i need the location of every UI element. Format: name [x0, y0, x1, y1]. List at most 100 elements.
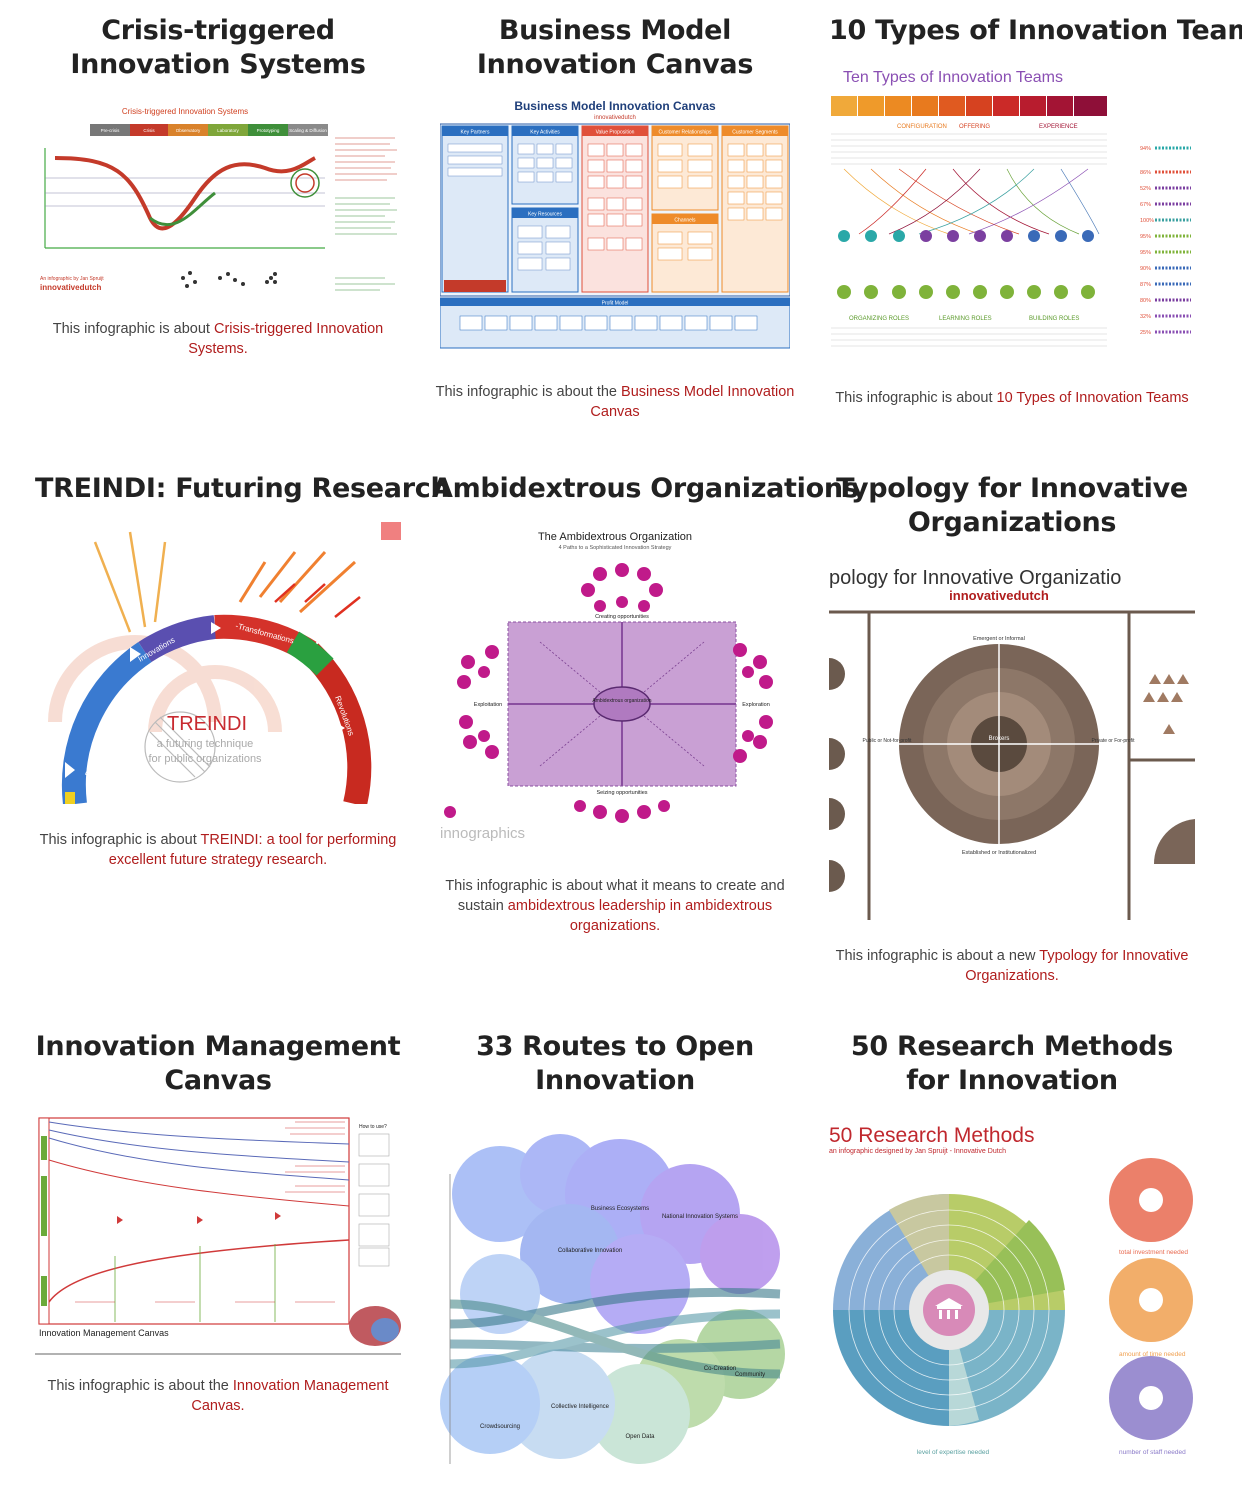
infographic-thumbnail[interactable]: pology for Innovative Organizatio innova…	[829, 564, 1195, 920]
caption-link[interactable]: Typology for Innovative Organizations.	[965, 948, 1189, 984]
svg-text:level of expertise needed: level of expertise needed	[917, 1449, 990, 1456]
svg-text:Key Partners: Key Partners	[461, 130, 490, 136]
infographic-thumbnail[interactable]: Business Ecosystems National Innovation …	[440, 1114, 790, 1474]
svg-text:95%: 95%	[1140, 250, 1151, 256]
svg-text:Seizing opportunities: Seizing opportunities	[596, 790, 647, 796]
infographic-thumbnail[interactable]: The Ambidextrous Organization 4 Paths to…	[440, 522, 790, 842]
thumb-heading: Business Model Innovation Canvas	[514, 99, 716, 113]
thumb-heading: Crisis-triggered Innovation Systems	[122, 107, 248, 116]
infographic-card-business-model: Business Model Innovation Canvas Busines…	[432, 14, 798, 434]
card-caption: This infographic is about 10 Types of In…	[835, 390, 1189, 406]
infographic-card-treindi: TREINDI: Futuring Research	[35, 472, 450, 872]
svg-text:EXPERIENCE: EXPERIENCE	[1039, 124, 1078, 130]
svg-text:Private or For-profit: Private or For-profit	[1091, 738, 1135, 744]
svg-text:Value Proposition: Value Proposition	[596, 130, 635, 136]
svg-text:67%: 67%	[1140, 202, 1151, 208]
svg-text:Emergent or Informal: Emergent or Informal	[973, 636, 1025, 642]
svg-text:an infographic designed by Jan: an infographic designed by Jan Spruijt -…	[829, 1148, 1006, 1155]
svg-text:Observatory: Observatory	[176, 128, 201, 133]
card-title[interactable]: Ambidextrous Organizations	[432, 473, 859, 504]
card-title[interactable]: TREINDI: Futuring Research	[35, 473, 450, 504]
svg-text:94%: 94%	[1140, 146, 1151, 152]
card-caption: This infographic is about Crisis-trigger…	[52, 321, 384, 357]
infographic-thumbnail[interactable]: 50 Research Methods an infographic desig…	[829, 1120, 1195, 1460]
svg-text:a futuring technique: a futuring technique	[157, 738, 254, 750]
svg-text:BUILDING ROLES: BUILDING ROLES	[1029, 316, 1079, 322]
svg-text:Key Resources: Key Resources	[528, 212, 562, 218]
infographic-card-crisis: Crisis-triggered Innovation Systems Cris…	[35, 14, 401, 364]
caption-link[interactable]: TREINDI: a tool for performing excellent…	[108, 832, 397, 868]
card-title[interactable]: 33 Routes to Open Innovation	[476, 1031, 754, 1096]
thumb-brand: innovativedutch	[594, 115, 636, 121]
thumb-heading: Ten Types of Innovation Teams	[843, 69, 1063, 86]
svg-text:Collective Intelligence: Collective Intelligence	[551, 1404, 610, 1410]
card-caption: This infographic is about what it means …	[445, 878, 785, 934]
svg-text:90%: 90%	[1140, 266, 1151, 272]
svg-text:How to use?: How to use?	[359, 1124, 387, 1130]
svg-text:Open Data: Open Data	[625, 1434, 655, 1440]
svg-text:total investment needed: total investment needed	[1119, 1249, 1188, 1256]
card-title[interactable]: 50 Research Methods for Innovation	[850, 1031, 1174, 1096]
infographic-thumbnail[interactable]: Business Model Innovation Canvas innovat…	[440, 98, 790, 354]
thumb-footer: Innovation Management Canvas	[39, 1328, 169, 1338]
card-caption: This infographic is about a new Typology…	[835, 948, 1189, 984]
svg-text:100%: 100%	[1140, 218, 1154, 224]
svg-text:95%: 95%	[1140, 234, 1151, 240]
svg-text:Exploitation: Exploitation	[474, 702, 502, 708]
thumb-heading: The Ambidextrous Organization	[538, 531, 692, 543]
thumb-brand: innographics	[440, 825, 525, 842]
svg-text:52%: 52%	[1140, 186, 1151, 192]
thumb-brand: innovativedutch	[949, 588, 1049, 603]
caption-link[interactable]: Business Model Innovation Canvas	[590, 384, 795, 420]
caption-link[interactable]: Crisis-triggered Innovation Systems.	[188, 321, 384, 357]
caption-link[interactable]: ambidextrous leadership in ambidextrous …	[507, 898, 773, 934]
infographic-thumbnail[interactable]: Ten Types of Innovation Teams CONFIGURAT…	[829, 64, 1195, 356]
svg-text:Channels: Channels	[674, 218, 696, 224]
card-title[interactable]: Innovation Management Canvas	[35, 1031, 401, 1096]
svg-text:87%: 87%	[1140, 282, 1151, 288]
svg-text:National Innovation Systems: National Innovation Systems	[662, 1214, 738, 1220]
card-title[interactable]: 10 Types of Innovation Teams	[829, 15, 1242, 46]
infographic-card-ten-types: 10 Types of Innovation Teams Ten Types o…	[829, 14, 1242, 434]
svg-text:Creating opportunities: Creating opportunities	[595, 614, 649, 620]
card-caption: This infographic is about TREINDI: a too…	[39, 832, 397, 868]
svg-text:Key Activities: Key Activities	[530, 130, 560, 136]
card-title[interactable]: Crisis-triggered Innovation Systems	[70, 15, 366, 80]
svg-text:Public or Not-for-profit: Public or Not-for-profit	[863, 738, 913, 744]
svg-text:CONFIGURATION: CONFIGURATION	[897, 124, 947, 130]
thumb-brand: innovativedutch	[40, 283, 101, 292]
infographic-thumbnail[interactable]: How to use? Innovation Management Canvas	[35, 1116, 401, 1356]
svg-text:4 Paths to a Sophisticated Inn: 4 Paths to a Sophisticated Innovation St…	[559, 545, 672, 551]
caption-link[interactable]: Innovation Management Canvas.	[191, 1378, 389, 1414]
infographic-card-ambidextrous: Ambidextrous Organizations The Ambidextr…	[432, 472, 859, 942]
svg-text:number of staff needed: number of staff needed	[1119, 1449, 1186, 1456]
infographic-card-typology: Typology for Innovative Organizations po…	[829, 472, 1195, 992]
svg-text:Established or Institutionaliz: Established or Institutionalized	[962, 850, 1036, 856]
svg-text:Scaling & Diffusion: Scaling & Diffusion	[289, 128, 327, 133]
svg-text:Exploration: Exploration	[742, 702, 770, 708]
header-bars	[831, 96, 1107, 116]
caption-link[interactable]: 10 Types of Innovation Teams	[996, 390, 1189, 406]
svg-text:OFFERING: OFFERING	[959, 124, 990, 130]
svg-text:Crisis: Crisis	[143, 128, 155, 133]
svg-text:86%: 86%	[1140, 170, 1151, 176]
card-title[interactable]: Business Model Innovation Canvas	[476, 15, 754, 80]
svg-text:Business Ecosystems: Business Ecosystems	[591, 1206, 649, 1212]
phase-bar: Pre-crisis Crisis Observatory Laboratory…	[90, 124, 328, 136]
svg-text:Prototyping: Prototyping	[257, 128, 280, 133]
svg-text:Pre-crisis: Pre-crisis	[101, 128, 120, 133]
card-caption: This infographic is about the Business M…	[435, 384, 795, 420]
card-title[interactable]: Typology for Innovative Organizations	[836, 473, 1188, 538]
svg-text:ORGANIZING ROLES: ORGANIZING ROLES	[849, 316, 909, 322]
infographic-card-innovation-management: Innovation Management Canvas	[35, 1030, 401, 1430]
svg-text:Co-Creation: Co-Creation	[704, 1366, 736, 1372]
svg-text:Collaborative Innovation: Collaborative Innovation	[558, 1248, 622, 1254]
thumb-name: TREINDI	[167, 713, 247, 735]
svg-text:32%: 32%	[1140, 314, 1151, 320]
svg-text:Customer Segments: Customer Segments	[732, 130, 778, 136]
infographic-thumbnail[interactable]: Crisis-triggered Innovation Systems Pre-…	[35, 98, 401, 298]
infographic-thumbnail[interactable]: Disciplines Innovations -Transformations…	[35, 522, 401, 804]
thumb-credit: An infographic by Jan Spruijt	[40, 276, 104, 282]
svg-text:Profit Model: Profit Model	[602, 301, 629, 307]
infographic-card-research-methods: 50 Research Methods for Innovation 50 Re…	[829, 1030, 1195, 1500]
